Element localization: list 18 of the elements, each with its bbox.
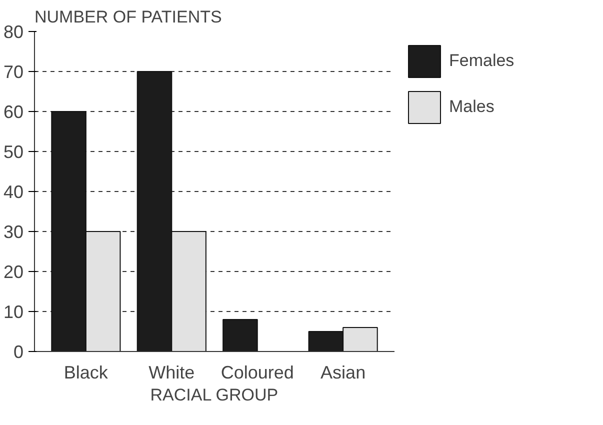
legend-label: Males <box>449 97 494 117</box>
y-tick-label: 50 <box>3 142 24 162</box>
x-tick-label: Asian <box>320 362 366 382</box>
y-tick-label: 60 <box>3 102 24 122</box>
y-tick-label: 0 <box>13 342 24 362</box>
y-axis-title: NUMBER OF PATIENTS <box>34 8 222 26</box>
y-tick-label: 10 <box>3 302 24 322</box>
x-axis-title: RACIAL GROUP <box>150 386 278 404</box>
y-tick-label: 30 <box>3 222 24 242</box>
y-tick-label: 40 <box>3 182 24 202</box>
x-tick-label: Coloured <box>220 362 294 382</box>
legend-label: Females <box>449 51 514 71</box>
y-tick-label: 80 <box>3 22 24 42</box>
x-tick-label: Black <box>64 362 109 382</box>
y-tick-label: 20 <box>3 262 24 282</box>
y-tick-label: 70 <box>3 62 24 82</box>
bar <box>222 319 258 352</box>
x-tick-label: White <box>148 362 195 382</box>
